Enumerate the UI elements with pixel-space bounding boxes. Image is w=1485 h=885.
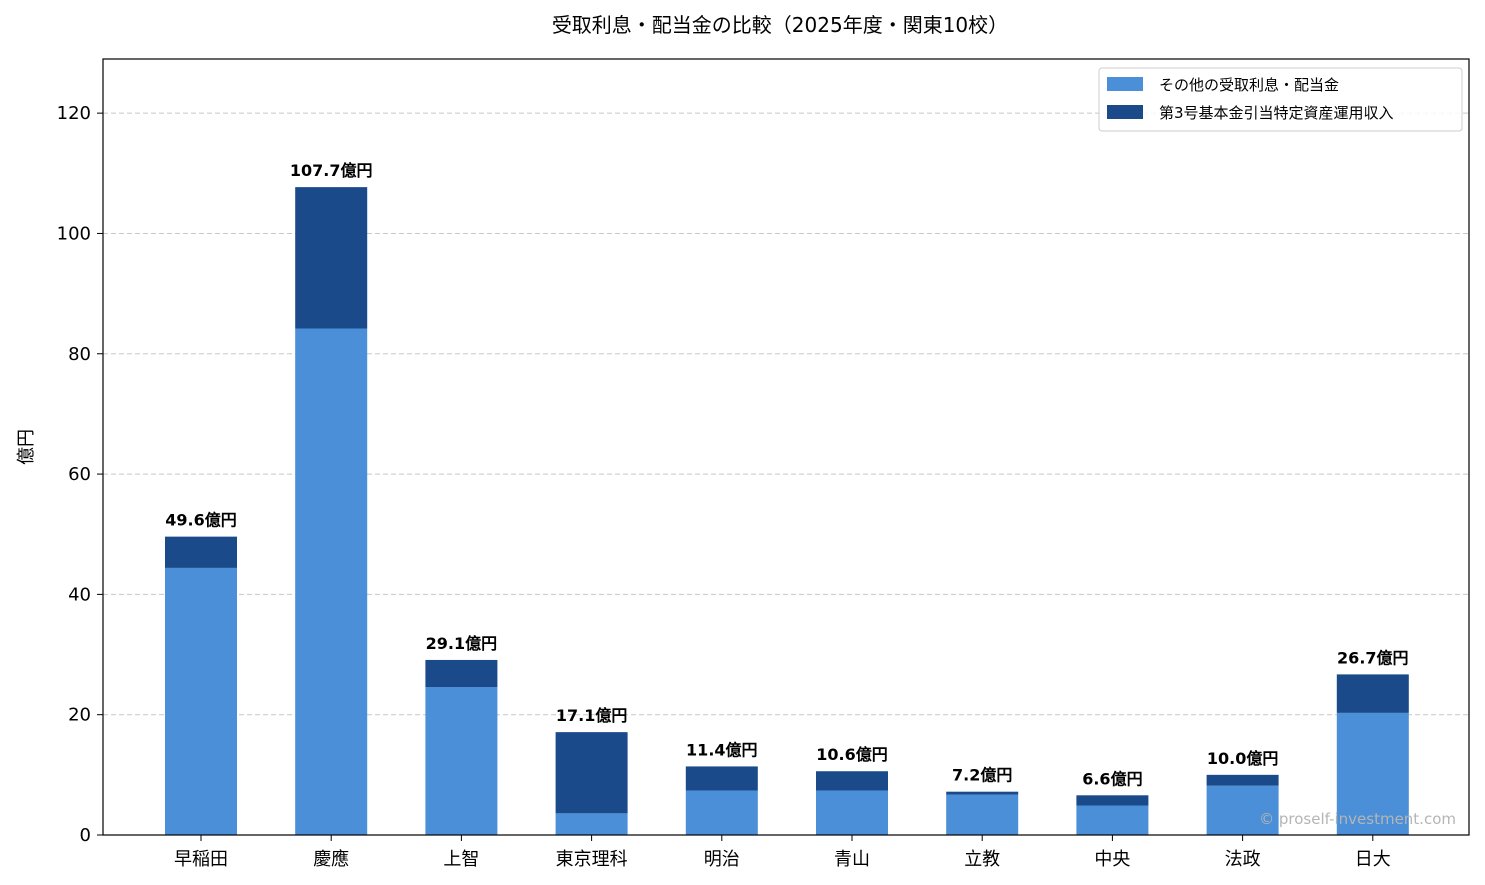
x-tick-label: 東京理科 <box>556 849 628 870</box>
x-tick-label: 立教 <box>964 849 1000 870</box>
bar-segment-fund3 <box>555 732 628 814</box>
bar-segment-other <box>165 567 237 835</box>
bar-segment-fund3 <box>165 536 237 568</box>
bar-segment-fund3 <box>1206 774 1279 786</box>
bar-total-labels: 49.6億円 107.7億円 29.1億円 17.1億円 11.4億円 10.6億円 7.2… <box>165 161 1408 788</box>
x-tick-label: 法政 <box>1225 849 1261 870</box>
bar-total-label: 10.6億円 <box>816 745 887 764</box>
bar-segment-other <box>816 790 888 835</box>
bar-total-label: 6.6億円 <box>1082 769 1142 788</box>
bar-segment-other <box>946 794 1019 835</box>
axes <box>102 58 1470 836</box>
bar-segment-fund3 <box>1076 795 1149 806</box>
bar-segment-fund3 <box>1336 674 1409 713</box>
bar-segment-other <box>1206 785 1279 835</box>
plot-frame <box>102 58 1470 836</box>
x-tick-label: 明治 <box>704 849 740 870</box>
bar-segment-fund3 <box>946 791 1019 795</box>
y-tick-label: 40 <box>68 584 91 605</box>
y-ticks: 0 20 40 60 80 100 120 <box>57 103 103 846</box>
bar-total-label: 49.6億円 <box>165 511 236 530</box>
bar-segment-fund3 <box>685 766 758 791</box>
bar-segment-other <box>295 328 368 835</box>
x-ticks: 早稲田 慶應 上智 東京理科 明治 青山 立教 中央 法政 日大 <box>174 835 1391 870</box>
x-tick-label: 日大 <box>1355 849 1391 870</box>
bar-segment-other <box>555 813 628 835</box>
bar-segment-other <box>425 687 498 835</box>
y-tick-label: 0 <box>80 825 91 846</box>
x-tick-label: 慶應 <box>313 848 349 870</box>
legend-swatch <box>1107 77 1143 91</box>
x-tick-label: 中央 <box>1094 849 1130 870</box>
y-axis-label: 億円 <box>16 429 37 465</box>
bar-total-label: 17.1億円 <box>556 706 627 725</box>
bar-segment-fund3 <box>425 659 498 688</box>
y-tick-label: 80 <box>68 344 91 365</box>
chart-title: 受取利息・配当金の比較（2025年度・関東10校） <box>552 13 1008 37</box>
y-tick-label: 60 <box>68 464 91 485</box>
bar-total-label: 107.7億円 <box>290 161 373 180</box>
bar-total-label: 10.0億円 <box>1207 749 1278 768</box>
y-tick-label: 20 <box>68 705 91 726</box>
bar-total-label: 26.7億円 <box>1337 648 1408 667</box>
y-tick-label: 120 <box>57 103 91 124</box>
x-tick-label: 青山 <box>834 849 870 870</box>
bars <box>165 187 1409 835</box>
bar-segment-fund3 <box>816 771 888 791</box>
x-tick-label: 上智 <box>443 849 479 870</box>
bar-total-label: 7.2億円 <box>952 766 1012 785</box>
bar-segment-other <box>1336 712 1409 835</box>
bar-segment-other <box>685 790 758 835</box>
bar-total-label: 29.1億円 <box>426 634 497 653</box>
x-tick-label: 早稲田 <box>174 849 228 870</box>
watermark: © proself-investment.com <box>1259 810 1456 828</box>
legend-entry-label: その他の受取利息・配当金 <box>1159 76 1339 94</box>
bar-segment-fund3 <box>295 187 368 329</box>
y-tick-label: 100 <box>57 223 91 244</box>
legend-box <box>1098 67 1463 132</box>
legend-entry-label: 第3号基本金引当特定資産運用収入 <box>1159 104 1394 122</box>
bar-segment-other <box>1076 805 1149 835</box>
legend-swatch <box>1107 105 1143 119</box>
bar-total-label: 11.4億円 <box>686 740 757 759</box>
